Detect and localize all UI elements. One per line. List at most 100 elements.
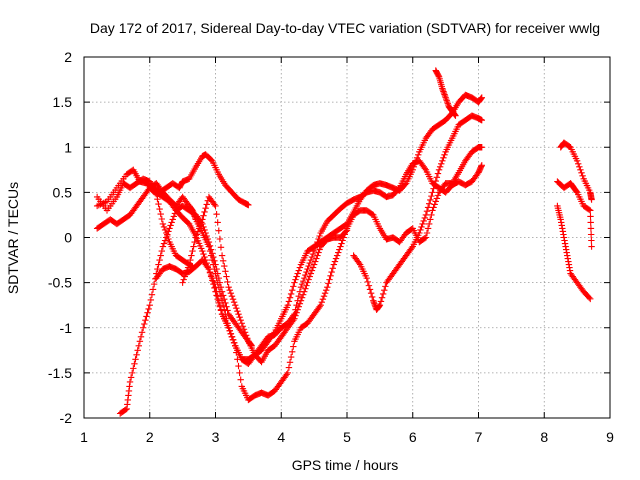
data-point: [200, 223, 207, 231]
series-track-6: [146, 184, 196, 270]
grid-lines: [84, 57, 610, 418]
y-tick-label: 1.5: [53, 94, 73, 110]
data-point: [209, 250, 216, 257]
data-point: [336, 246, 343, 253]
data-point: [227, 330, 235, 337]
data-point: [216, 301, 224, 309]
data-point: [363, 274, 370, 282]
data-point: [424, 204, 432, 211]
data-point: [122, 406, 129, 413]
x-tick-label: 7: [475, 429, 483, 445]
data-point: [411, 160, 419, 167]
data-point: [432, 177, 439, 185]
data-point: [233, 304, 240, 312]
data-point: [478, 116, 485, 124]
data-point: [287, 290, 295, 298]
data-point: [157, 252, 164, 259]
data-point: [309, 264, 317, 271]
data-point: [436, 163, 444, 171]
data-point: [415, 151, 422, 158]
data-point: [296, 300, 304, 307]
data-point: [148, 291, 156, 298]
data-point: [199, 216, 206, 223]
data-point: [215, 297, 222, 304]
data-point: [312, 258, 319, 265]
data-point: [364, 278, 372, 286]
data-point: [299, 277, 307, 285]
data-point: [577, 166, 584, 174]
data-point: [316, 246, 323, 253]
data-point: [162, 229, 170, 237]
data-point: [378, 294, 386, 301]
data-point: [423, 207, 431, 215]
data-point: [434, 192, 442, 199]
data-point: [205, 265, 213, 273]
data-point: [576, 163, 583, 171]
data-point: [588, 243, 595, 250]
data-point: [578, 169, 585, 177]
data-point: [224, 278, 231, 286]
data-point: [221, 295, 228, 303]
x-tick-labels: 1 2 3 4 5 6 7 8 9: [80, 429, 614, 445]
data-point: [478, 162, 485, 169]
data-point: [478, 144, 485, 151]
data-point: [326, 276, 333, 283]
data-point: [314, 252, 321, 259]
data-point: [337, 243, 344, 250]
data-point: [159, 220, 167, 228]
data-point: [434, 170, 442, 177]
data-point: [587, 225, 595, 232]
data-point: [202, 204, 209, 212]
data-point: [291, 315, 298, 322]
data-point: [166, 225, 173, 232]
data-point: [189, 247, 196, 255]
data-point: [286, 359, 294, 366]
data-point: [315, 249, 322, 256]
data-point: [203, 201, 210, 208]
data-point: [295, 303, 302, 310]
data-point: [301, 274, 308, 282]
data-point: [377, 298, 385, 305]
data-point: [355, 259, 363, 267]
data-point: [215, 227, 222, 234]
data-point: [207, 271, 215, 279]
data-point: [420, 217, 427, 225]
data-point: [222, 299, 229, 307]
data-point: [293, 309, 300, 316]
data-point: [216, 235, 224, 243]
data-point: [379, 290, 387, 298]
data-point: [212, 261, 219, 268]
data-point: [158, 247, 166, 255]
data-point: [416, 229, 423, 237]
y-tick-label: 0.5: [53, 184, 73, 200]
data-point: [232, 301, 239, 309]
data-point: [234, 356, 241, 363]
data-point: [419, 220, 426, 228]
y-tick-label: -1: [60, 320, 73, 336]
data-point: [153, 190, 160, 198]
data-point: [587, 207, 594, 214]
data-point: [224, 307, 231, 314]
data-point: [199, 247, 206, 255]
data-point: [223, 303, 230, 310]
data-point: [401, 181, 409, 188]
data-point: [232, 342, 239, 349]
data-point: [158, 215, 166, 223]
data-point: [213, 288, 220, 295]
y-tick-label: -0.5: [48, 275, 72, 291]
data-point: [161, 237, 169, 244]
data-point: [236, 314, 243, 321]
data-point: [235, 311, 242, 318]
data-point: [284, 369, 292, 377]
data-point: [225, 283, 232, 291]
data-point: [422, 234, 430, 241]
data-point: [439, 157, 446, 164]
x-tick-label: 5: [343, 429, 351, 445]
data-point: [318, 298, 325, 306]
data-point: [164, 232, 171, 240]
data-point: [332, 255, 340, 262]
data-point: [207, 156, 215, 163]
data-point: [165, 235, 172, 243]
data-point: [217, 306, 225, 313]
data-point: [587, 219, 594, 226]
